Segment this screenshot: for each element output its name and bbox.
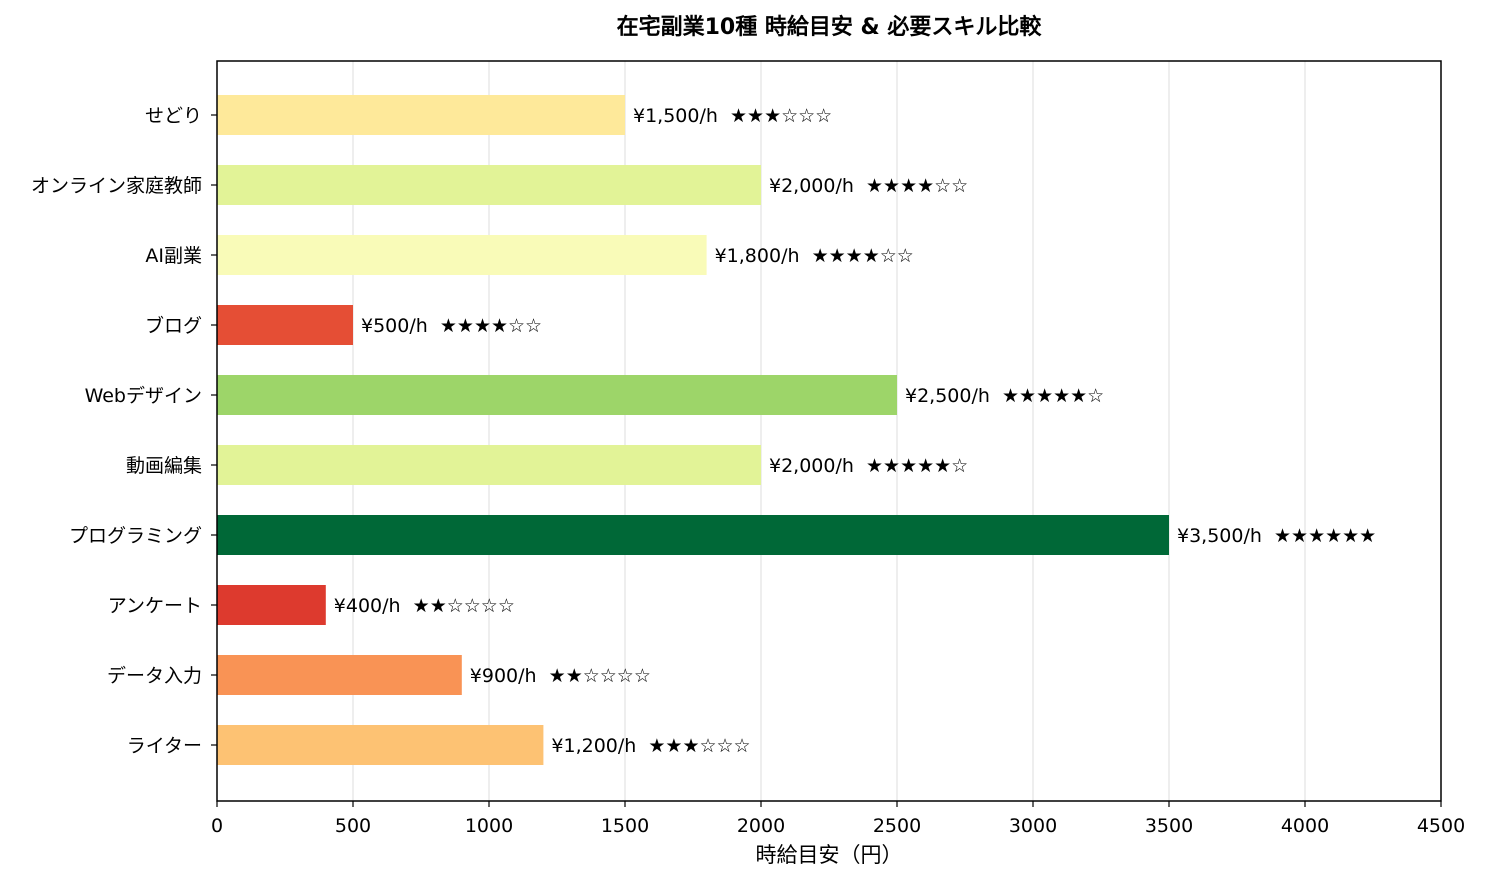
plot-area-frame: [216, 60, 1442, 802]
y-tick-label: オンライン家庭教師: [31, 175, 202, 197]
x-tick-label: 1000: [465, 815, 513, 837]
bar-value-label: ¥2,000/h ★★★★☆☆: [769, 175, 968, 197]
bar: [217, 235, 707, 275]
bar: [217, 375, 897, 415]
x-tick-label: 500: [335, 815, 371, 837]
bar-value-label: ¥2,000/h ★★★★★☆: [769, 455, 968, 477]
x-tick-label: 0: [211, 815, 223, 837]
bar: [217, 655, 462, 695]
x-tick-label: 4000: [1281, 815, 1329, 837]
y-axis-ticks: ライター データ入力 アンケート プログラミング 動画編集 Webデザイン ブログ AI副業 オ…: [31, 105, 217, 757]
x-tick-label: 1500: [601, 815, 649, 837]
x-tick-label: 3500: [1145, 815, 1193, 837]
bar: [217, 95, 625, 135]
bar-value-label: ¥2,500/h ★★★★★☆: [905, 385, 1104, 407]
y-tick-label: ライター: [127, 735, 202, 757]
bar-value-label: ¥1,500/h ★★★☆☆☆: [633, 105, 832, 127]
bar-value-label: ¥500/h ★★★★☆☆: [361, 315, 542, 337]
bar: [217, 305, 353, 345]
y-tick-label: プログラミング: [69, 525, 202, 547]
x-tick-label: 2500: [873, 815, 921, 837]
x-tick-label: 4500: [1417, 815, 1465, 837]
y-tick-label: 動画編集: [126, 455, 202, 477]
bar-value-label: ¥1,800/h ★★★★☆☆: [715, 245, 914, 267]
y-tick-label: AI副業: [145, 245, 202, 267]
y-tick-label: せどり: [145, 105, 202, 127]
bar-value-label: ¥400/h ★★☆☆☆☆: [334, 595, 515, 617]
bar: [217, 165, 761, 205]
y-tick-label: Webデザイン: [85, 385, 202, 407]
x-axis-ticks: 0 500 1000 1500 2000 2500 3000 3500 4000 4500: [211, 801, 1465, 837]
x-tick-label: 2000: [737, 815, 785, 837]
bar-value-label: ¥3,500/h ★★★★★★: [1177, 525, 1376, 547]
chart-title: 在宅副業10種 時給目安 & 必要スキル比較: [617, 14, 1043, 40]
y-tick-label: アンケート: [108, 595, 202, 617]
bar: [217, 445, 761, 485]
y-tick-label: ブログ: [145, 314, 202, 337]
y-tick-label: データ入力: [107, 665, 202, 687]
bar-value-label: ¥1,200/h ★★★☆☆☆: [551, 735, 750, 757]
x-axis-label: 時給目安（円）: [756, 843, 903, 867]
bar-value-labels: ¥1,200/h ★★★☆☆☆ ¥900/h ★★☆☆☆☆ ¥400/h ★★☆☆☆…: [334, 105, 1376, 757]
bar: [217, 725, 544, 765]
bar: [217, 585, 326, 625]
bar-value-label: ¥900/h ★★☆☆☆☆: [470, 665, 651, 687]
bars: [217, 95, 1169, 765]
bar: [217, 515, 1169, 555]
x-tick-label: 3000: [1009, 815, 1057, 837]
